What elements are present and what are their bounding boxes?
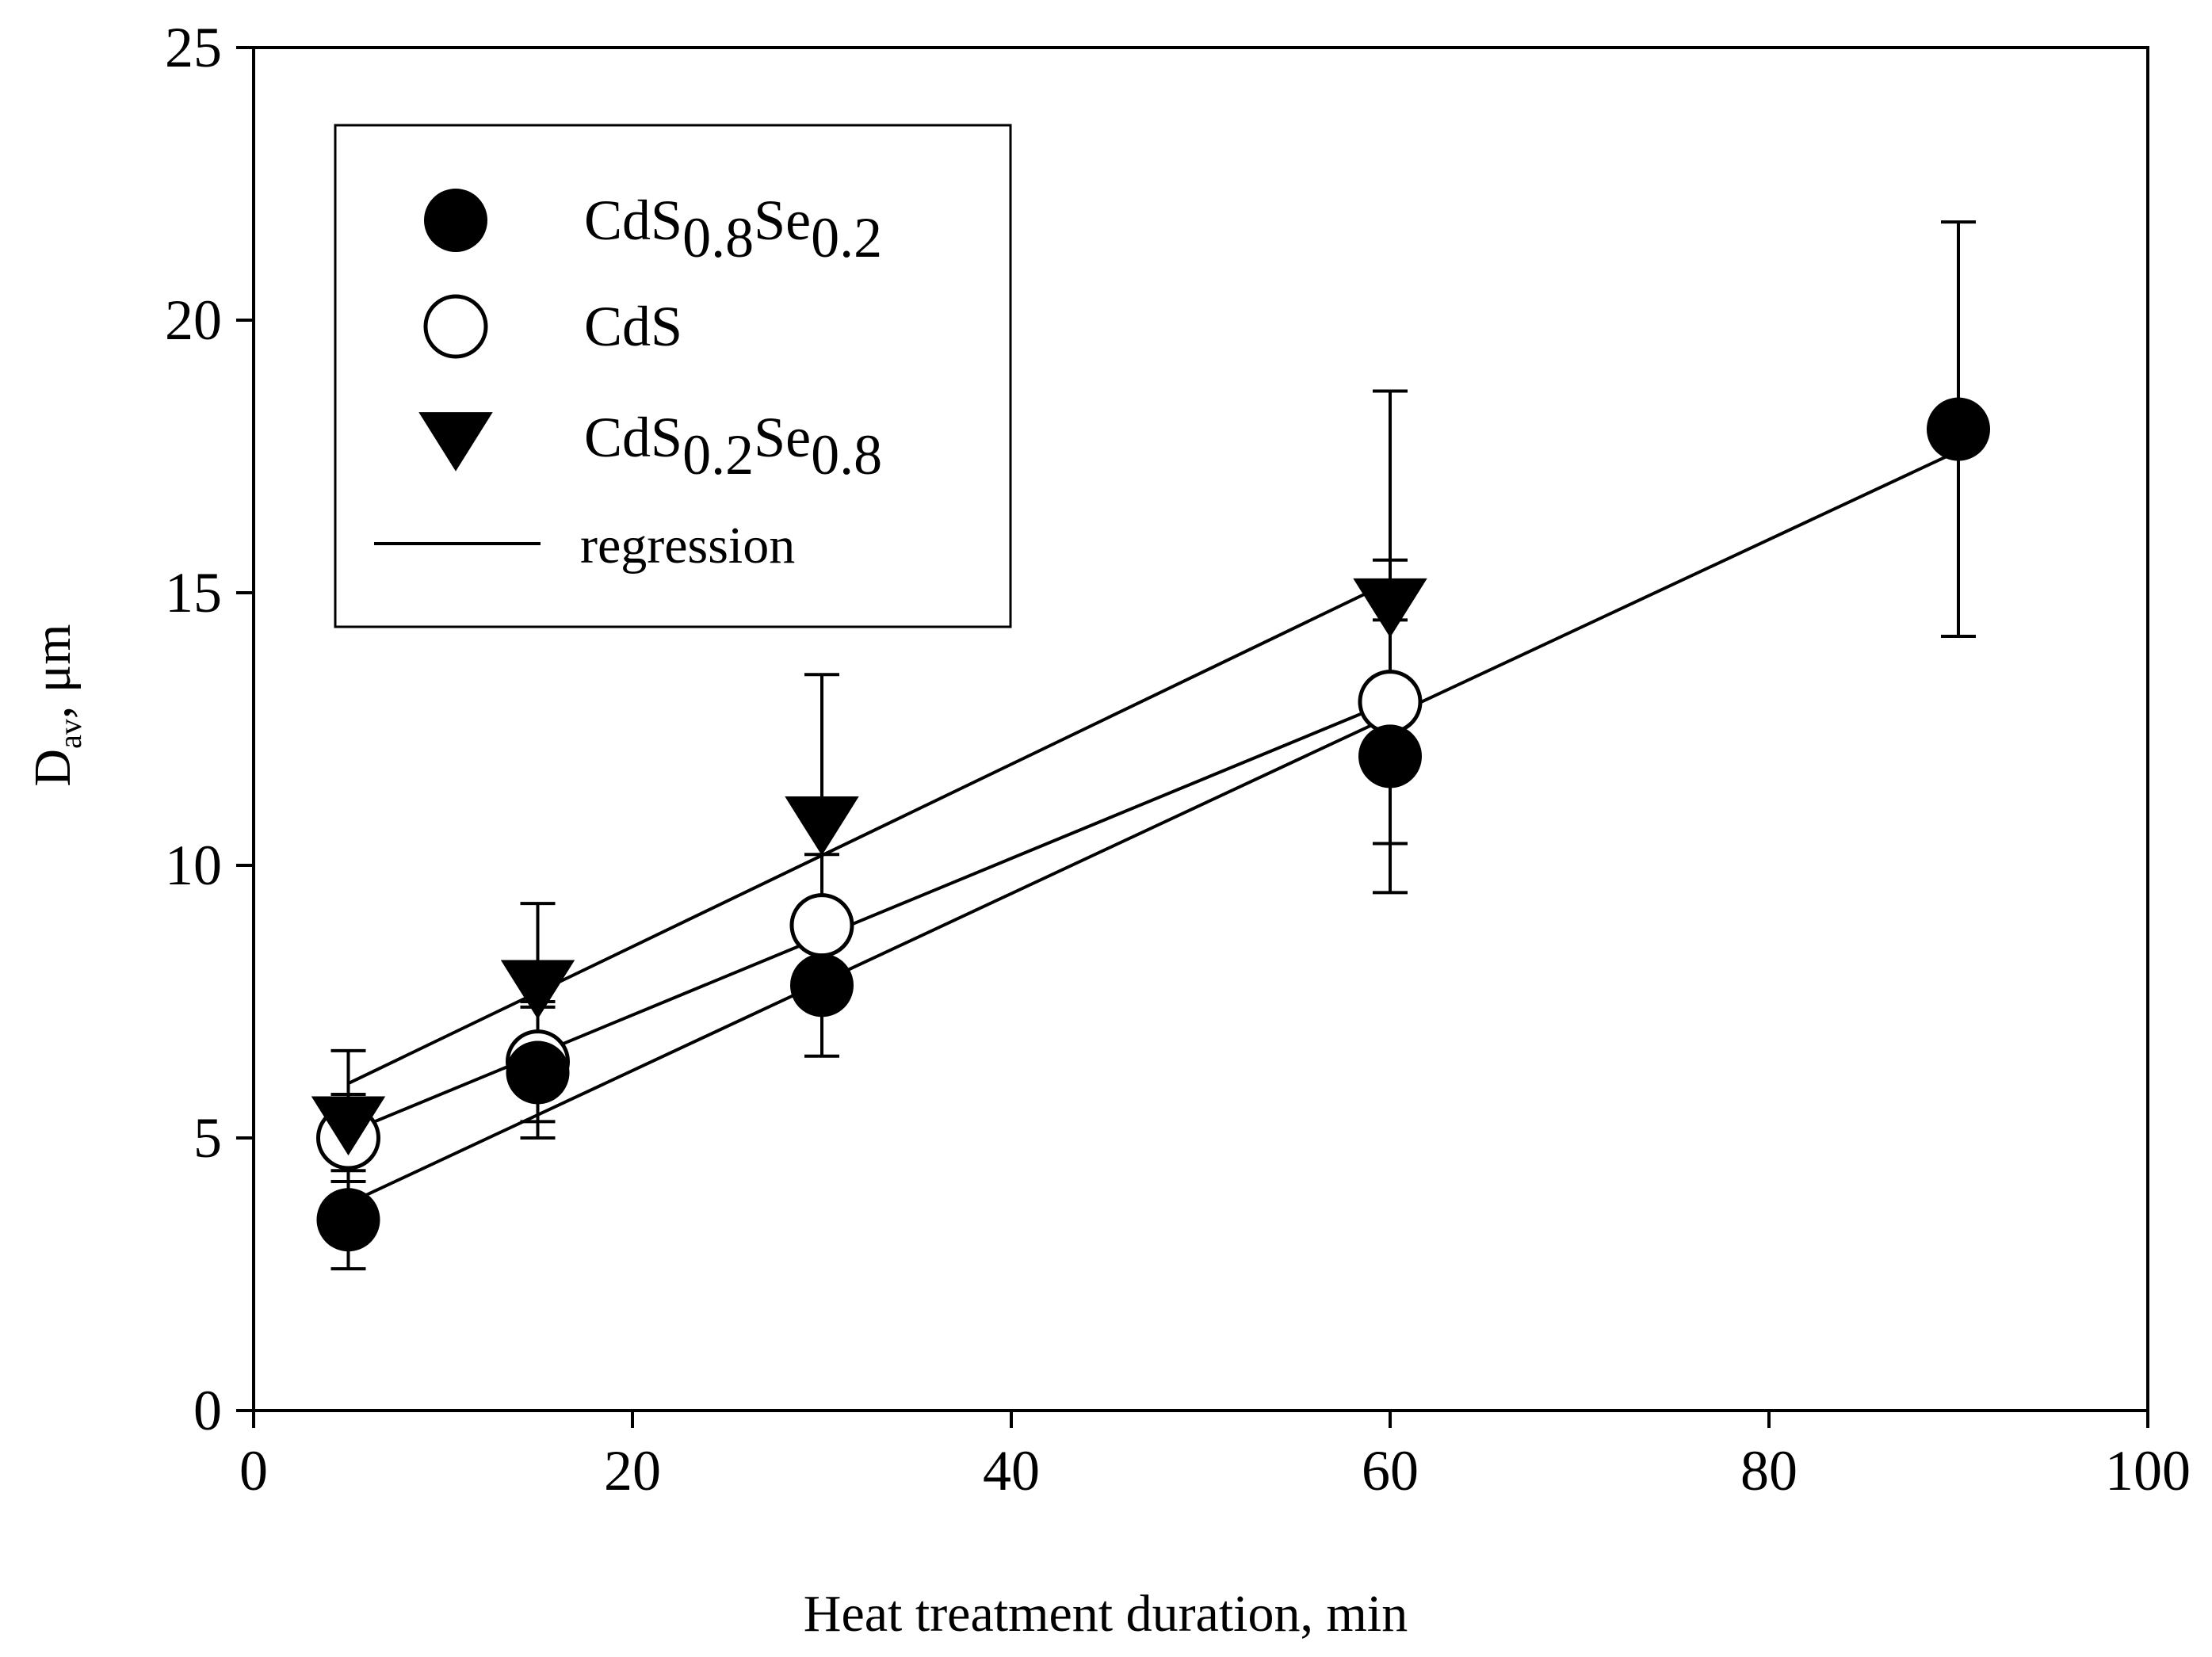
- data-point-series-2: [500, 960, 575, 1020]
- y-tick-label: 5: [193, 1106, 222, 1170]
- regression-line-series-0: [347, 449, 1959, 1205]
- data-point-series-0: [506, 1040, 570, 1105]
- y-tick-label: 25: [165, 16, 222, 79]
- y-axis-label-subscript: av: [52, 719, 88, 749]
- x-tick-label: 100: [2105, 1439, 2191, 1502]
- x-tick-label: 40: [983, 1439, 1040, 1502]
- data-point-series-0: [316, 1188, 380, 1252]
- data-point-series-2: [311, 1096, 386, 1156]
- legend-label-text: Se: [754, 406, 811, 469]
- data-point-series-1: [1358, 670, 1423, 735]
- legend-marker: [418, 412, 493, 472]
- legend-label: regression: [580, 517, 795, 575]
- axes: 0 20 40 60 80 100 0 5 10 15 20 25: [165, 16, 2191, 1502]
- legend-marker: [423, 294, 488, 359]
- legend-label-subscript: 0.8: [811, 423, 882, 487]
- plot-frame: [252, 46, 2149, 1412]
- legend-label: CdS0.2Se0.8: [584, 406, 882, 487]
- legend-label-subscript: 0.2: [811, 206, 882, 269]
- x-tick-label: 80: [1740, 1439, 1797, 1502]
- y-tick-label: 0: [193, 1379, 222, 1442]
- data-point-series-0: [1927, 397, 1990, 461]
- x-axis-label: Heat treatment duration, min: [804, 1585, 1408, 1643]
- y-axis-label-unit: , μm: [24, 624, 82, 719]
- data-point-series-0: [790, 953, 854, 1017]
- data-point-series-0: [1358, 724, 1422, 788]
- y-axis-label-main: D: [24, 749, 82, 787]
- legend-label-text: CdS: [584, 295, 682, 358]
- x-tick-label: 20: [604, 1439, 661, 1502]
- legend-label-text: CdS: [584, 189, 682, 252]
- regression-line-series-2: [347, 580, 1391, 1086]
- data-point-series-1: [789, 893, 854, 958]
- legend-label-subscript: 0.2: [682, 423, 754, 487]
- y-axis-label: Dav, μm: [24, 624, 88, 786]
- y-tick-label: 15: [165, 561, 222, 624]
- x-tick-label: 0: [239, 1439, 268, 1502]
- legend-label: CdS0.8Se0.2: [584, 189, 882, 269]
- legend-marker: [424, 189, 487, 252]
- legend-label-subscript: 0.8: [682, 206, 754, 269]
- legend-label-text: Se: [754, 189, 811, 252]
- legend-label-text: CdS: [584, 406, 682, 469]
- y-tick-label: 10: [165, 834, 222, 897]
- legend-label-text: regression: [580, 517, 795, 575]
- legend-label: CdS: [584, 295, 682, 358]
- x-tick-label: 60: [1362, 1439, 1419, 1502]
- data-point-series-2: [1353, 578, 1427, 638]
- markers: [311, 397, 1990, 1252]
- data-point-series-2: [785, 796, 859, 856]
- y-tick-label: 20: [165, 288, 222, 352]
